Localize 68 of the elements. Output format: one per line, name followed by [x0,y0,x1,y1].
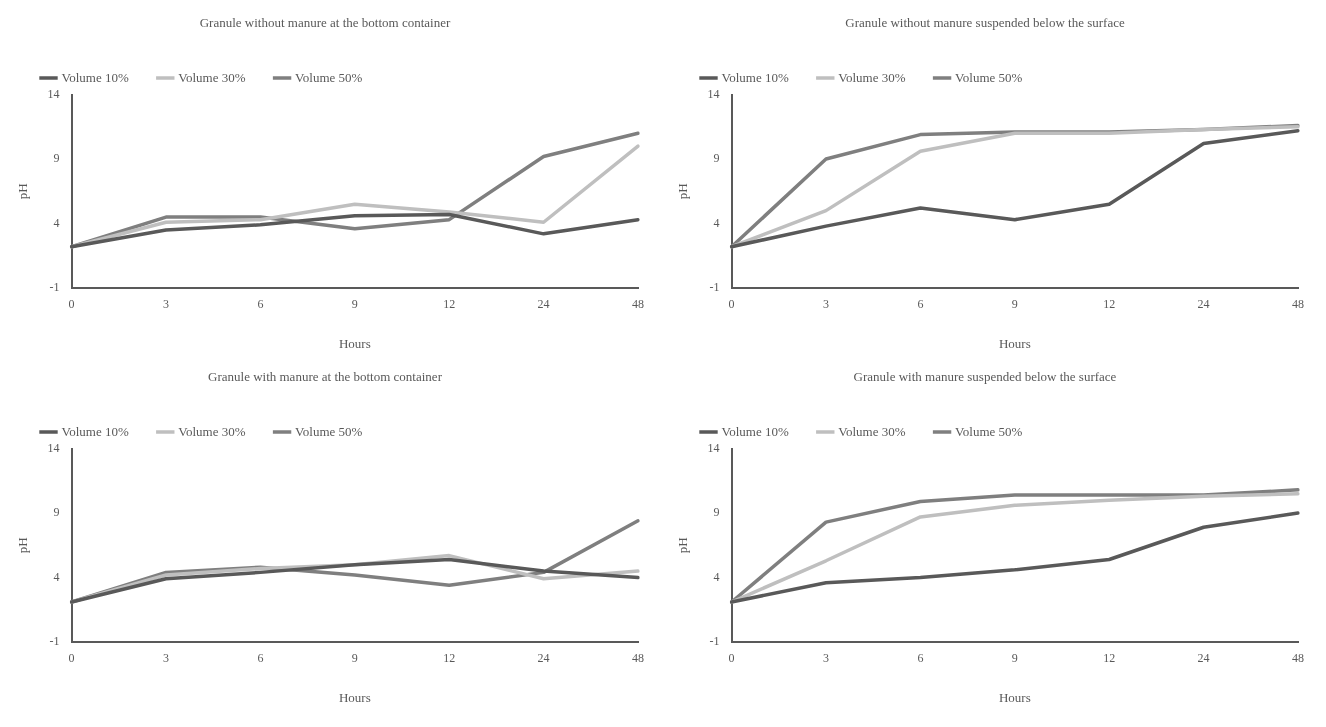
x-tick-label: 24 [537,651,550,666]
chart-title: Granule without manure suspended below the surface [845,15,1125,31]
y-tick-label: 9 [713,505,720,520]
y-axis-title: pH [15,183,31,200]
y-tick-label: 4 [53,215,60,230]
y-tick-label: -1 [709,280,720,295]
legend-label: Volume 10% [61,69,129,85]
y-axis-title: pH [675,183,691,200]
x-tick-label: 3 [823,297,829,312]
x-tick-label: 0 [68,651,75,666]
x-axis-title: Hours [998,689,1031,705]
y-tick-label: -1 [49,280,60,295]
legend-label: Volume 30% [838,423,906,439]
x-tick-label: 6 [917,651,924,666]
y-tick-label: 14 [47,440,60,455]
y-tick-label: 14 [47,86,60,101]
x-tick-label: 12 [1103,297,1116,312]
x-tick-label: 48 [632,651,644,666]
x-tick-label: 24 [1197,651,1210,666]
x-tick-label: 48 [1292,297,1304,312]
legend-label: Volume 30% [178,423,246,439]
x-axis-title: Hours [998,335,1031,351]
x-tick-label: 12 [443,297,456,312]
x-tick-label: 0 [728,651,735,666]
y-tick-label: -1 [49,634,60,649]
x-tick-label: 3 [823,651,829,666]
y-tick-label: 9 [53,505,60,520]
x-tick-label: 3 [163,651,169,666]
legend-label: Volume 50% [955,423,1023,439]
x-tick-label: 24 [1197,297,1210,312]
chart-title: Granule without manure at the bottom container [199,15,451,31]
legend-label: Volume 10% [721,423,789,439]
x-tick-label: 0 [728,297,735,312]
chart-title: Granule with manure suspended below the surface [853,369,1117,385]
legend-label: Volume 30% [178,69,246,85]
x-tick-label: 3 [163,297,169,312]
y-tick-label: 9 [713,151,720,166]
x-tick-label: 12 [443,651,456,666]
x-tick-label: 12 [1103,651,1116,666]
legend-label: Volume 50% [295,423,363,439]
x-tick-label: 9 [351,651,358,666]
x-tick-label: 48 [1292,651,1304,666]
x-tick-label: 9 [1011,297,1018,312]
y-tick-label: 4 [713,215,720,230]
x-tick-label: 6 [257,297,264,312]
legend-label: Volume 30% [838,69,906,85]
x-tick-label: 6 [917,297,924,312]
legend-label: Volume 10% [61,423,129,439]
x-tick-label: 9 [351,297,358,312]
x-tick-label: 9 [1011,651,1018,666]
legend-label: Volume 50% [295,69,363,85]
x-axis-title: Hours [338,689,371,705]
x-tick-label: 6 [257,651,264,666]
y-tick-label: -1 [709,634,720,649]
legend-label: Volume 10% [721,69,789,85]
x-tick-label: 24 [537,297,550,312]
y-tick-label: 4 [713,569,720,584]
y-axis-title: pH [15,537,31,554]
legend-label: Volume 50% [955,69,1023,85]
y-tick-label: 9 [53,151,60,166]
y-axis-title: pH [675,537,691,554]
y-tick-label: 4 [53,569,60,584]
x-tick-label: 0 [68,297,75,312]
x-axis-title: Hours [338,335,371,351]
y-tick-label: 14 [707,440,720,455]
chart-title: Granule with manure at the bottom container [208,369,443,385]
x-tick-label: 48 [632,297,644,312]
y-tick-label: 14 [707,86,720,101]
